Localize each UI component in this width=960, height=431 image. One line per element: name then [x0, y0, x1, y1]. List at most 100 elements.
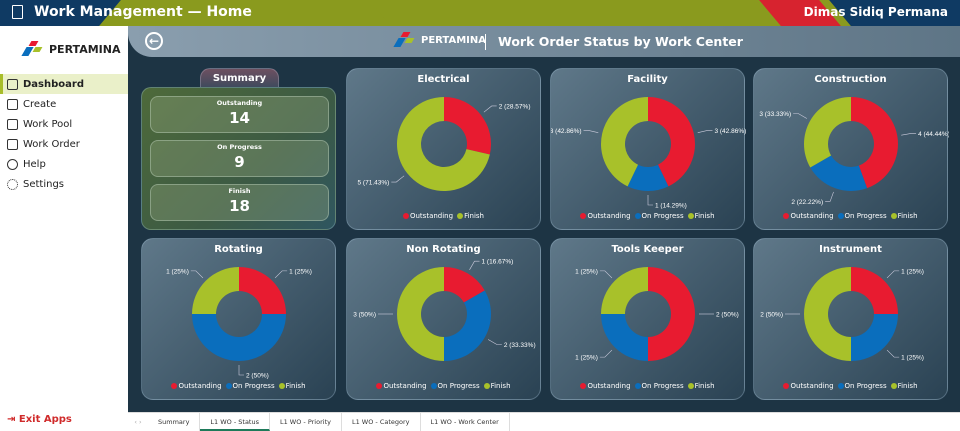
- tab-l1-wo-work-center[interactable]: L1 WO - Work Center: [421, 413, 510, 431]
- home-icon: [7, 78, 18, 90]
- legend-item[interactable]: Outstanding: [171, 382, 222, 390]
- data-label: 2 (50%): [716, 312, 739, 319]
- legend-dot-icon: [634, 383, 641, 389]
- donut-slice-outstanding[interactable]: [851, 267, 898, 314]
- legend-item[interactable]: Outstanding: [783, 212, 834, 220]
- chart-legend: Outstanding On Progress Finish: [142, 382, 335, 390]
- data-label: 4 (44.44%): [918, 131, 949, 138]
- clipboard-icon: [7, 138, 18, 150]
- sidebar-item-settings[interactable]: Settings: [0, 174, 128, 194]
- legend-item[interactable]: Outstanding: [580, 382, 631, 390]
- chart-card-non-rotating: Non Rotating 1 (16.67%) 2 (33.33%) 3 (50%) O…: [346, 238, 541, 400]
- back-arrow-icon[interactable]: ←: [145, 32, 163, 50]
- legend-dot-icon: [580, 213, 587, 219]
- chart-card-tools-keeper: Tools Keeper 2 (50%) 1 (25%) 1 (25%) Outstan…: [550, 238, 745, 400]
- legend-dot-icon: [687, 213, 694, 219]
- user-name: Dimas Sidiq Permana: [803, 5, 948, 19]
- legend-item[interactable]: On Progress: [837, 212, 887, 220]
- legend-item[interactable]: On Progress: [225, 382, 275, 390]
- sidebar-item-create[interactable]: Create: [0, 94, 128, 114]
- inbox-icon: [7, 118, 18, 130]
- donut-slice-outstanding[interactable]: [239, 267, 286, 314]
- legend-dot-icon: [483, 383, 490, 389]
- donut-chart: 1 (16.67%) 2 (33.33%) 3 (50%): [353, 259, 536, 362]
- report-header: ← PERTAMINA Work Order Status by Work Ce…: [128, 26, 960, 57]
- leader-line: [599, 349, 613, 358]
- legend-item[interactable]: On Progress: [634, 212, 684, 220]
- legend-item[interactable]: Outstanding: [580, 212, 631, 220]
- donut-slice-finish[interactable]: [192, 267, 239, 314]
- legend-item[interactable]: Outstanding: [402, 212, 453, 220]
- legend-item[interactable]: On Progress: [430, 382, 480, 390]
- donut-slice-finish[interactable]: [804, 97, 851, 168]
- donut-slice-finish[interactable]: [601, 97, 648, 187]
- donut-chart: 3 (42.86%) 1 (14.29%) 3 (42.86%): [551, 97, 746, 210]
- tab-l1-wo-status[interactable]: L1 WO - Status: [200, 413, 270, 431]
- donut-chart: 2 (50%) 1 (25%) 1 (25%): [575, 267, 739, 362]
- donut-slice-outstanding[interactable]: [444, 97, 491, 155]
- donut-slice-on-progress[interactable]: [627, 164, 669, 191]
- tab-summary[interactable]: Summary: [148, 413, 201, 431]
- legend-item[interactable]: Finish: [278, 382, 306, 390]
- donut-slice-outstanding[interactable]: [851, 97, 898, 189]
- legend-dot-icon: [783, 213, 790, 219]
- sidebar-item-work-order[interactable]: Work Order: [0, 134, 128, 154]
- chart-card-construction: Construction 4 (44.44%) 2 (22.22%) 3 (33.33…: [753, 68, 949, 230]
- data-label: 2 (22.22%): [791, 199, 823, 206]
- data-label: 3 (42.86%): [714, 128, 746, 135]
- donut-slice-finish[interactable]: [397, 97, 490, 191]
- legend-item[interactable]: Finish: [687, 212, 715, 220]
- legend-item[interactable]: Outstanding: [376, 382, 427, 390]
- donut-slice-finish[interactable]: [601, 267, 648, 314]
- chart-legend: Outstanding On Progress Finish: [551, 212, 744, 220]
- legend-item[interactable]: Finish: [687, 382, 715, 390]
- tab-l1-wo-priority[interactable]: L1 WO - Priority: [270, 413, 342, 431]
- sidebar-item-help[interactable]: Help: [0, 154, 128, 174]
- donut-slice-finish[interactable]: [397, 267, 444, 361]
- tab-l1-wo-category[interactable]: L1 WO - Category: [342, 413, 421, 431]
- leader-line: [583, 130, 599, 133]
- leader-line: [825, 191, 834, 202]
- legend-dot-icon: [430, 383, 437, 389]
- legend-item[interactable]: On Progress: [634, 382, 684, 390]
- legend-dot-icon: [457, 213, 464, 219]
- legend-dot-icon: [687, 383, 694, 389]
- chart-legend: Outstanding On Progress Finish: [347, 382, 540, 390]
- donut-slice-on-progress[interactable]: [810, 155, 868, 192]
- sidebar-item-work-pool[interactable]: Work Pool: [0, 114, 128, 134]
- exit-apps-button[interactable]: ⇥ Exit Apps: [7, 414, 72, 425]
- donut-slice-on-progress[interactable]: [851, 314, 898, 361]
- donut-slice-on-progress[interactable]: [601, 314, 648, 361]
- legend-dot-icon: [171, 383, 178, 389]
- donut-chart: 2 (28.57%) 5 (71.43%): [358, 97, 530, 191]
- tab-scroll-arrows[interactable]: ‹ ›: [134, 418, 142, 426]
- chart-card-instrument: Instrument 1 (25%) 1 (25%) 2 (50%) Outstandi…: [753, 238, 948, 400]
- pertamina-logo: PERTAMINA: [21, 41, 120, 57]
- legend-dot-icon: [837, 383, 844, 389]
- sidebar-item-dashboard[interactable]: Dashboard: [0, 74, 128, 94]
- legend-item[interactable]: Finish: [890, 382, 918, 390]
- legend-dot-icon: [278, 383, 285, 389]
- donut-slice-outstanding[interactable]: [444, 267, 485, 303]
- legend-item[interactable]: Finish: [457, 212, 484, 220]
- donut-slice-finish[interactable]: [804, 267, 851, 361]
- donut-slice-on-progress[interactable]: [444, 290, 491, 362]
- donut-slice-outstanding[interactable]: [648, 267, 695, 361]
- donut-slice-outstanding[interactable]: [648, 97, 695, 187]
- legend-item[interactable]: Finish: [890, 212, 918, 220]
- chart-title: Construction: [814, 74, 887, 85]
- chart-card-electrical: Electrical 2 (28.57%) 5 (71.43%) Outstandin…: [346, 68, 541, 230]
- page-tabs: ‹ › Summary L1 WO - Status L1 WO - Prior…: [128, 412, 960, 431]
- data-label: 1 (25%): [901, 268, 924, 275]
- legend-dot-icon: [376, 383, 383, 389]
- data-label: 2 (33.33%): [504, 342, 536, 349]
- leader-line: [238, 365, 244, 376]
- data-label: 2 (50%): [760, 312, 783, 319]
- legend-dot-icon: [837, 213, 844, 219]
- data-label: 1 (25%): [575, 355, 598, 362]
- summary-panel: Outstanding 14 On Progress 9 Finish 18: [141, 87, 336, 230]
- legend-item[interactable]: Finish: [483, 382, 511, 390]
- legend-item[interactable]: On Progress: [837, 382, 887, 390]
- legend-item[interactable]: Outstanding: [783, 382, 834, 390]
- donut-slice-on-progress[interactable]: [192, 314, 286, 361]
